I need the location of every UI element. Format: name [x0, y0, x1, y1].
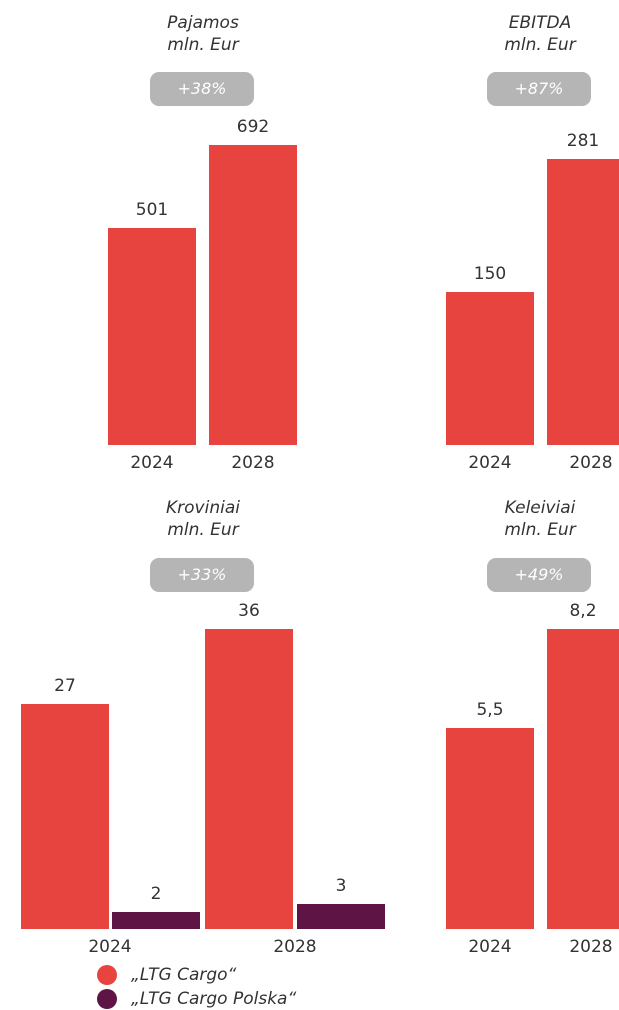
x-tick-label: 2028 [569, 453, 613, 473]
x-tick-label: 2028 [569, 937, 613, 957]
bar-primary-2024 [108, 228, 196, 445]
x-tick-label: 2024 [130, 453, 174, 473]
growth-badge: +87% [487, 72, 591, 106]
bar-primary-2028 [547, 159, 619, 445]
legend-label: „LTG Cargo Polska“ [131, 989, 297, 1009]
chart-title: EBITDA [508, 13, 572, 33]
value-label: 501 [135, 200, 169, 220]
bar-primary-2024 [446, 292, 534, 445]
chart-title: Pajamos [167, 13, 239, 33]
chart-title-block: Keleiviai mln. Eur [430, 497, 619, 541]
growth-badge: +33% [150, 558, 254, 592]
value-label: 27 [54, 676, 76, 696]
value-label: 36 [238, 601, 260, 621]
value-label: 2 [150, 884, 162, 904]
value-label: 3 [335, 876, 347, 896]
value-label: 150 [473, 264, 507, 284]
bar-primary-2028 [547, 629, 619, 929]
chart-title: Kroviniai [166, 498, 240, 518]
chart-title-block: Pajamos mln. Eur [93, 12, 313, 56]
chart-subtitle: mln. Eur [167, 520, 239, 540]
growth-badge: +38% [150, 72, 254, 106]
x-tick-label: 2028 [273, 937, 317, 957]
bar-primary-2024 [21, 704, 109, 929]
chart-title-block: EBITDA mln. Eur [430, 12, 619, 56]
chart-subtitle: mln. Eur [504, 35, 576, 55]
chart-subtitle: mln. Eur [504, 520, 576, 540]
legend-swatch-ltg-cargo-polska [97, 989, 117, 1009]
value-label: 5,5 [476, 700, 504, 720]
chart-title: Keleiviai [504, 498, 576, 518]
bar-secondary-2024 [112, 912, 200, 929]
x-tick-label: 2024 [88, 937, 132, 957]
x-tick-label: 2024 [468, 453, 512, 473]
x-tick-label: 2024 [468, 937, 512, 957]
chart-title-block: Kroviniai mln. Eur [93, 497, 313, 541]
bar-primary-2028 [209, 145, 297, 445]
growth-badge: +49% [487, 558, 591, 592]
legend-label: „LTG Cargo“ [131, 965, 237, 985]
bar-secondary-2028 [297, 904, 385, 929]
legend-swatch-ltg-cargo [97, 965, 117, 985]
value-label: 692 [236, 117, 270, 137]
chart-subtitle: mln. Eur [167, 35, 239, 55]
bar-primary-2024 [446, 728, 534, 929]
x-tick-label: 2028 [231, 453, 275, 473]
value-label: 281 [566, 131, 600, 151]
value-label: 8,2 [569, 601, 597, 621]
bar-primary-2028 [205, 629, 293, 929]
